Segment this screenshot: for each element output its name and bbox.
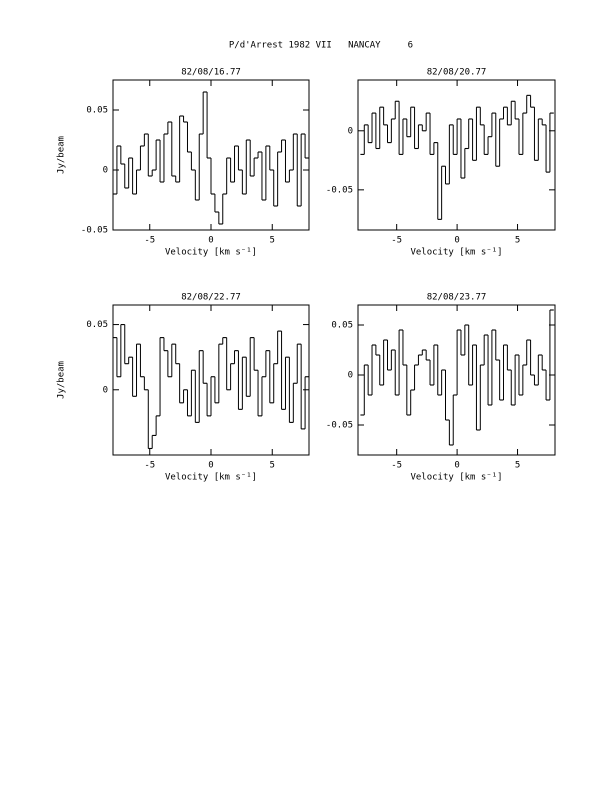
y-axis-label: Jy/beam bbox=[57, 361, 67, 399]
y-tick-label: -0.05 bbox=[326, 421, 353, 431]
x-tick-label: -5 bbox=[391, 461, 402, 471]
panel-title: 82/08/22.77 bbox=[181, 293, 241, 303]
plot-frame bbox=[357, 304, 556, 456]
x-tick-label: 0 bbox=[208, 461, 213, 471]
y-tick-label: 0 bbox=[348, 371, 353, 381]
x-tick-label: -5 bbox=[391, 236, 402, 246]
panel-title: 82/08/23.77 bbox=[427, 293, 487, 303]
page-title: P/d'Arrest 1982 VII NANCAY 6 bbox=[229, 41, 413, 51]
y-tick-label: 0.05 bbox=[331, 321, 353, 331]
y-tick-label: 0.05 bbox=[86, 106, 108, 116]
panel-title: 82/08/20.77 bbox=[427, 68, 487, 78]
plot-frame bbox=[112, 79, 310, 231]
x-axis-label: Velocity [km s⁻¹] bbox=[410, 473, 502, 483]
plot-frame bbox=[357, 79, 556, 231]
x-tick-label: -5 bbox=[144, 461, 155, 471]
y-tick-label: 0 bbox=[103, 166, 108, 176]
x-tick-label: 5 bbox=[515, 461, 520, 471]
x-tick-label: 5 bbox=[515, 236, 520, 246]
y-axis-label: Jy/beam bbox=[57, 136, 67, 174]
x-tick-label: 0 bbox=[208, 236, 213, 246]
y-tick-label: -0.05 bbox=[81, 226, 108, 236]
x-axis-label: Velocity [km s⁻¹] bbox=[165, 248, 257, 258]
x-tick-label: 0 bbox=[454, 236, 459, 246]
x-tick-label: 5 bbox=[270, 461, 275, 471]
panel-title: 82/08/16.77 bbox=[181, 68, 241, 78]
y-tick-label: 0 bbox=[348, 126, 353, 136]
y-tick-label: 0 bbox=[103, 385, 108, 395]
y-tick-label: -0.05 bbox=[326, 185, 353, 195]
x-tick-label: -5 bbox=[144, 236, 155, 246]
x-axis-label: Velocity [km s⁻¹] bbox=[165, 473, 257, 483]
y-tick-label: 0.05 bbox=[86, 320, 108, 330]
x-tick-label: 5 bbox=[270, 236, 275, 246]
x-tick-label: 0 bbox=[454, 461, 459, 471]
x-axis-label: Velocity [km s⁻¹] bbox=[410, 248, 502, 258]
